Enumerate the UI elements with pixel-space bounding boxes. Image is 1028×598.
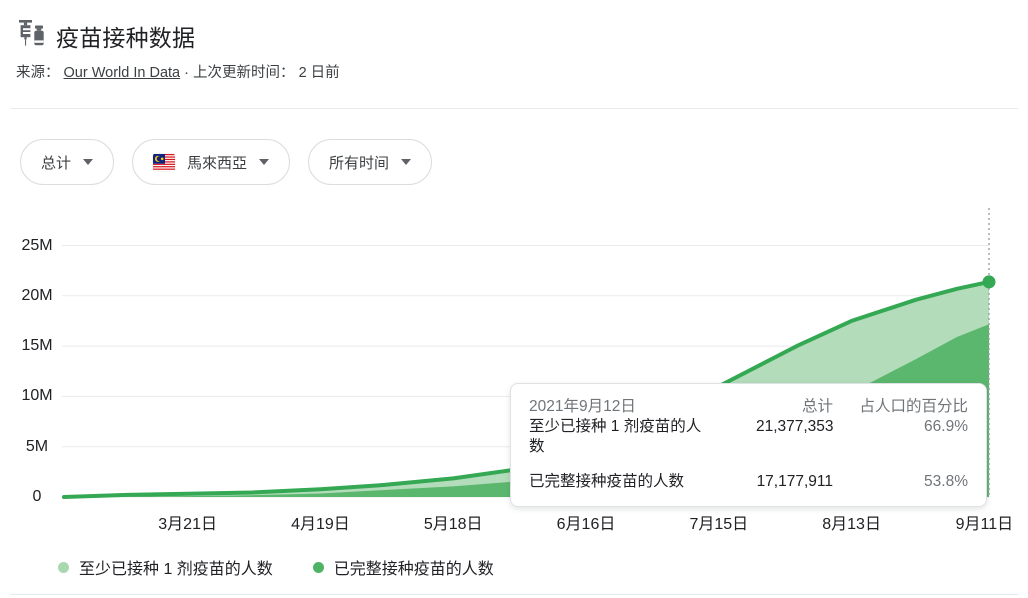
metric-dropdown-label: 总计 xyxy=(41,154,72,172)
legend-item: 已完整接种疫苗的人数 xyxy=(312,555,494,579)
tooltip-row-label: 已完整接种疫苗的人数 xyxy=(529,473,685,490)
y-tick-label: 10M xyxy=(21,387,53,405)
y-tick-label: 0 xyxy=(32,488,42,505)
card-header: 疫苗接种数据 xyxy=(16,18,195,53)
tooltip-date: 2021年9月12日 xyxy=(529,398,636,415)
source-line: 来源： Our World In Data · 上次更新时间： 2 日前 xyxy=(16,61,340,82)
tooltip-row-percent: 53.8% xyxy=(924,473,968,490)
legend-label: 已完整接种疫苗的人数 xyxy=(333,561,494,578)
time-range-dropdown[interactable]: 所有时间 xyxy=(308,139,433,185)
chart-legend: 至少已接种 1 剂疫苗的人数 已完整接种疫苗的人数 xyxy=(58,555,494,579)
chevron-down-icon xyxy=(83,159,94,165)
vaccine-icon xyxy=(16,18,46,53)
tooltip-row-label: 至少已接种 1 剂疫苗的人数 xyxy=(529,418,702,455)
x-tick-label: 4月19日 xyxy=(291,516,350,533)
source-link[interactable]: Our World In Data xyxy=(63,65,181,81)
metric-dropdown[interactable]: 总计 xyxy=(20,139,115,185)
legend-dot-icon xyxy=(58,561,69,573)
tooltip-row: 至少已接种 1 剂疫苗的人数 21,377,353 66.9% xyxy=(529,417,968,457)
x-tick-label: 5月18日 xyxy=(423,516,483,533)
country-dropdown[interactable]: 馬來西亞 xyxy=(132,139,291,185)
tooltip-row-total: 21,377,353 xyxy=(755,418,834,435)
malaysia-flag-icon xyxy=(153,153,176,171)
x-tick-label: 6月16日 xyxy=(556,516,616,533)
filter-bar: 总计 馬來西亞 xyxy=(20,139,433,185)
x-tick-label: 8月13日 xyxy=(822,516,881,533)
header-divider xyxy=(10,108,1018,109)
tooltip-col-total: 总计 xyxy=(801,398,833,415)
legend-item: 至少已接种 1 剂疫苗的人数 xyxy=(58,555,273,579)
footer-divider xyxy=(10,594,1018,595)
tooltip-header-row: 2021年9月12日 总计 占人口的百分比 xyxy=(529,397,968,417)
time-range-dropdown-label: 所有时间 xyxy=(329,154,390,172)
tooltip-col-percent: 占人口的百分比 xyxy=(859,398,968,415)
y-tick-label: 5M xyxy=(25,437,49,455)
page-title: 疫苗接种数据 xyxy=(56,24,196,51)
chevron-down-icon xyxy=(259,159,270,165)
x-tick-label: 7月15日 xyxy=(689,516,749,533)
updated-label: 上次更新时间： xyxy=(193,65,295,81)
tooltip-row: 已完整接种疫苗的人数 17,177,911 53.8% xyxy=(529,472,968,492)
updated-value: 2 日前 xyxy=(298,65,340,81)
legend-dot-icon xyxy=(312,561,324,573)
source-label: 来源： xyxy=(16,65,60,81)
y-tick-label: 20M xyxy=(21,286,53,304)
dot-separator: · xyxy=(184,65,189,81)
chart-tooltip: 2021年9月12日 总计 占人口的百分比 至少已接种 1 剂疫苗的人数 21,3… xyxy=(510,383,987,507)
country-dropdown-label: 馬來西亞 xyxy=(187,154,248,172)
legend-label: 至少已接种 1 剂疫苗的人数 xyxy=(79,561,273,578)
end-point-marker xyxy=(982,275,996,289)
tooltip-row-total: 17,177,911 xyxy=(756,473,833,490)
y-tick-label: 25M xyxy=(21,236,53,254)
chevron-down-icon xyxy=(401,159,412,165)
x-tick-label: 3月21日 xyxy=(158,516,217,533)
x-tick-label: 9月11日 xyxy=(955,516,1014,533)
tooltip-row-percent: 66.9% xyxy=(924,418,968,435)
y-tick-label: 15M xyxy=(21,337,53,355)
